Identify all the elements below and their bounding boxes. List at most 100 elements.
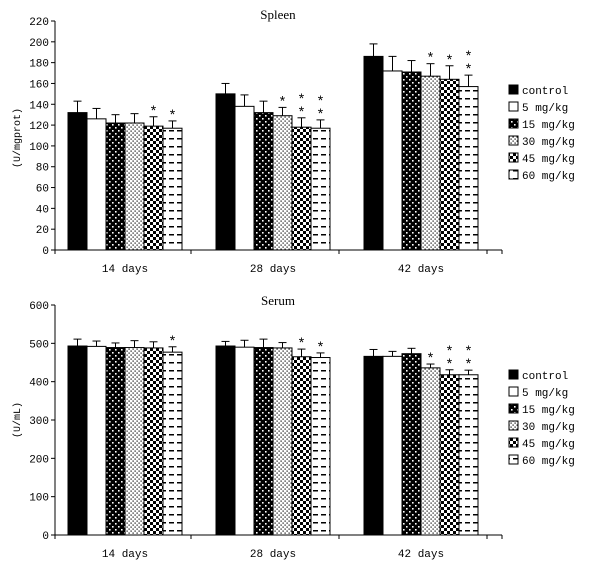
spleen-x-tick-label-28-days: 28 days	[250, 264, 296, 276]
serum-bar-15-mg-kg-42-days	[401, 353, 422, 536]
serum-legend-swatch-control	[508, 369, 519, 380]
spleen-panel: Spleen (U/mgprot) 0 20 40 60 80 100 120 140 160 1…	[12, 7, 575, 276]
spleen-y-tick-label: 80	[36, 163, 49, 175]
spleen-bar-5-mg-kg-28-days	[234, 105, 255, 251]
serum-y-axis-label: (U/mL)	[12, 402, 24, 438]
spleen-bar-15-mg-kg-42-days	[401, 71, 422, 251]
spleen-bar-45-mg-kg-42-days	[439, 78, 460, 251]
spleen-legend-label-45-mg-kg: 45 mg/kg	[522, 154, 575, 166]
serum-significance-star: *	[299, 334, 305, 350]
spleen-y-tick-label: 0	[42, 246, 49, 258]
serum-y-tick-label: 200	[29, 454, 49, 466]
serum-y-tick-label: 0	[42, 531, 49, 543]
spleen-bar-control-14-days	[67, 112, 88, 251]
spleen-bar-45-mg-kg-14-days	[143, 125, 164, 251]
serum-legend-swatch-45-mg-kg	[508, 437, 519, 448]
spleen-y-tick-label: 160	[29, 79, 49, 91]
spleen-legend-label-15-mg-kg: 15 mg/kg	[522, 120, 575, 132]
serum-panel: Serum (U/mL) 0 100 200 300 400 500 600 14 days 2…	[12, 293, 575, 561]
spleen-legend-label-control: control	[522, 86, 568, 98]
spleen-legend-swatch-45-mg-kg	[508, 152, 519, 163]
serum-significance-star: *	[170, 332, 176, 348]
serum-legend-label-60-mg-kg: 60 mg/kg	[522, 456, 575, 468]
serum-bar-15-mg-kg-14-days	[105, 347, 126, 536]
spleen-plot: 0 20 40 60 80 100 120 140 160 180 200 220 14 days 28 …	[29, 17, 575, 276]
spleen-y-tick-label: 180	[29, 59, 49, 71]
spleen-significance-star: *	[299, 103, 305, 119]
serum-legend-label-control: control	[522, 371, 568, 383]
spleen-legend-swatch-60-mg-kg	[508, 169, 519, 180]
spleen-bar-30-mg-kg-28-days	[272, 115, 293, 251]
serum-legend-swatch-15-mg-kg	[508, 403, 519, 414]
serum-bar-60-mg-kg-28-days	[310, 357, 331, 536]
spleen-y-tick-label: 40	[36, 204, 49, 216]
spleen-significance-star: *	[466, 60, 472, 76]
serum-significance-star: *	[466, 342, 472, 358]
spleen-significance-star: *	[151, 102, 157, 118]
spleen-legend-label-30-mg-kg: 30 mg/kg	[522, 137, 575, 149]
serum-significance-star: *	[447, 355, 453, 371]
spleen-y-tick-label: 100	[29, 142, 49, 154]
serum-bar-control-14-days	[67, 345, 88, 536]
serum-bar-5-mg-kg-28-days	[234, 346, 255, 536]
spleen-significance-star: *	[318, 92, 324, 108]
serum-bar-45-mg-kg-28-days	[291, 356, 312, 536]
spleen-significance-star: *	[280, 92, 286, 108]
serum-bar-45-mg-kg-14-days	[143, 347, 164, 536]
serum-y-tick-label: 100	[29, 493, 49, 505]
serum-bar-30-mg-kg-14-days	[124, 347, 145, 536]
spleen-bar-control-28-days	[215, 93, 236, 251]
spleen-y-tick-label: 220	[29, 17, 49, 29]
spleen-bar-5-mg-kg-42-days	[382, 70, 403, 251]
spleen-y-tick-label: 60	[36, 184, 49, 196]
serum-title: Serum	[261, 293, 295, 308]
spleen-bar-15-mg-kg-14-days	[105, 122, 126, 251]
serum-plot: 0 100 200 300 400 500 600 14 days 28 days 42 days…	[29, 301, 575, 561]
serum-legend-label-15-mg-kg: 15 mg/kg	[522, 405, 575, 417]
serum-significance-star: *	[466, 355, 472, 371]
serum-x-tick-label-28-days: 28 days	[250, 549, 296, 561]
serum-legend-swatch-30-mg-kg	[508, 420, 519, 431]
spleen-x-tick-label-42-days: 42 days	[398, 264, 444, 276]
spleen-bar-control-42-days	[363, 55, 384, 251]
serum-bar-control-42-days	[363, 355, 384, 536]
spleen-legend-label-60-mg-kg: 60 mg/kg	[522, 171, 575, 183]
serum-bar-60-mg-kg-14-days	[162, 351, 183, 536]
serum-bar-30-mg-kg-42-days	[420, 367, 441, 536]
serum-x-tick-label-42-days: 42 days	[398, 549, 444, 561]
spleen-significance-star: *	[428, 49, 434, 65]
serum-y-tick-label: 500	[29, 339, 49, 351]
serum-bar-control-28-days	[215, 345, 236, 536]
spleen-title: Spleen	[260, 7, 296, 22]
spleen-bar-30-mg-kg-14-days	[124, 122, 145, 251]
serum-bar-60-mg-kg-42-days	[458, 374, 479, 536]
serum-legend-label-5-mg-kg: 5 mg/kg	[522, 388, 568, 400]
spleen-y-tick-label: 120	[29, 121, 49, 133]
spleen-y-tick-label: 200	[29, 38, 49, 50]
spleen-legend-swatch-5-mg-kg	[508, 101, 519, 112]
serum-bar-45-mg-kg-42-days	[439, 374, 460, 536]
serum-significance-star: *	[447, 342, 453, 358]
spleen-bar-5-mg-kg-14-days	[86, 118, 107, 251]
spleen-significance-star: *	[299, 90, 305, 106]
spleen-bar-60-mg-kg-28-days	[310, 127, 331, 251]
spleen-significance-star: *	[466, 47, 472, 63]
serum-bar-30-mg-kg-28-days	[272, 347, 293, 536]
spleen-legend-label-5-mg-kg: 5 mg/kg	[522, 103, 568, 115]
serum-x-tick-label-14-days: 14 days	[102, 549, 148, 561]
serum-y-tick-label: 300	[29, 416, 49, 428]
serum-bar-5-mg-kg-14-days	[86, 345, 107, 536]
spleen-bar-45-mg-kg-28-days	[291, 126, 312, 251]
serum-bar-15-mg-kg-28-days	[253, 347, 274, 536]
spleen-bar-15-mg-kg-28-days	[253, 112, 274, 251]
spleen-bar-60-mg-kg-42-days	[458, 86, 479, 251]
spleen-legend-swatch-15-mg-kg	[508, 118, 519, 129]
spleen-x-tick-label-14-days: 14 days	[102, 264, 148, 276]
serum-legend-label-30-mg-kg: 30 mg/kg	[522, 422, 575, 434]
spleen-significance-star: *	[447, 51, 453, 67]
spleen-y-axis-label: (U/mgprot)	[12, 108, 24, 168]
spleen-y-tick-label: 20	[36, 225, 49, 237]
serum-significance-star: *	[318, 338, 324, 354]
serum-legend-swatch-5-mg-kg	[508, 386, 519, 397]
